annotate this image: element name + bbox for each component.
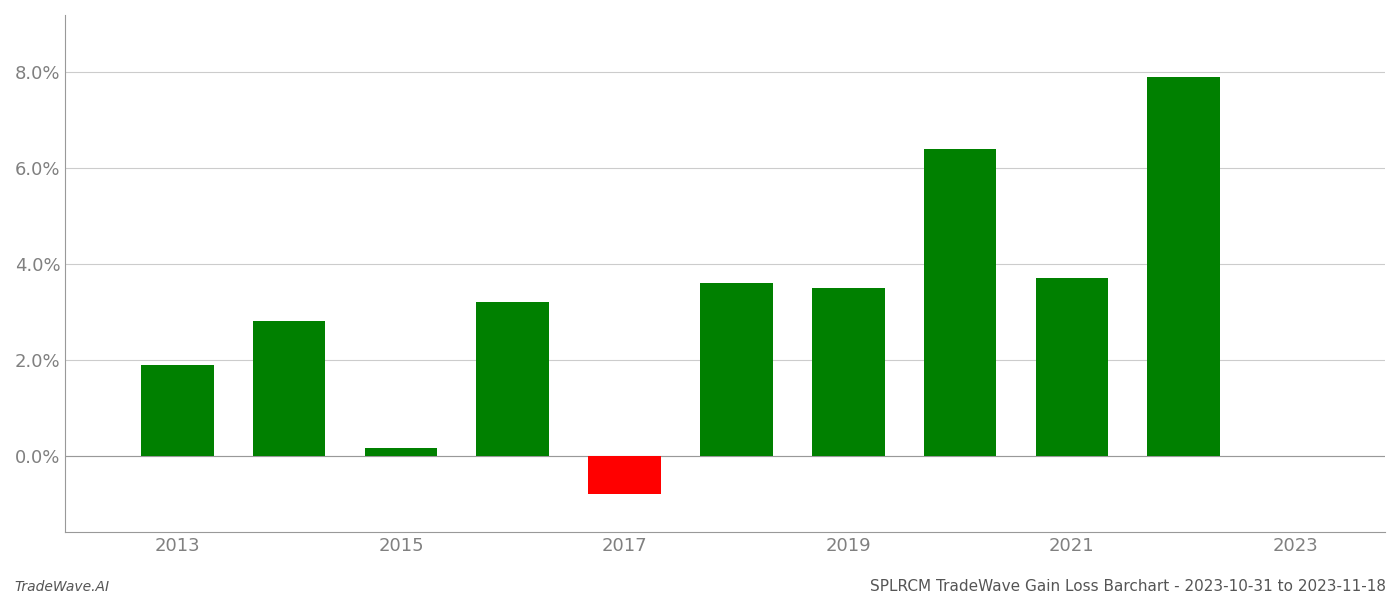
Bar bbox=[1036, 278, 1109, 455]
Bar bbox=[141, 365, 214, 455]
Bar bbox=[1148, 77, 1219, 455]
Bar bbox=[812, 288, 885, 455]
Bar bbox=[364, 448, 437, 455]
Bar bbox=[253, 322, 325, 455]
Text: TradeWave.AI: TradeWave.AI bbox=[14, 580, 109, 594]
Bar bbox=[924, 149, 997, 455]
Bar bbox=[476, 302, 549, 455]
Text: SPLRCM TradeWave Gain Loss Barchart - 2023-10-31 to 2023-11-18: SPLRCM TradeWave Gain Loss Barchart - 20… bbox=[869, 579, 1386, 594]
Bar bbox=[700, 283, 773, 455]
Bar bbox=[588, 455, 661, 494]
